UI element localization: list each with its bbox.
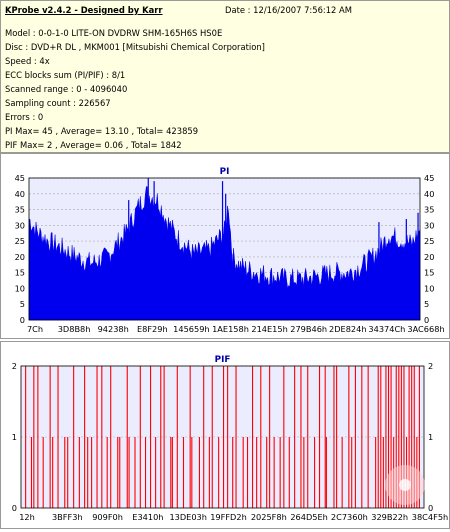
plot-frame [28, 177, 421, 321]
y-tick-left: 45 [15, 173, 25, 183]
pif-chart-panel: 0 0 1 1 2 2 12h 3BFF3h 909F0h E3410h 13DE03h 19FFD2… [0, 341, 450, 529]
x-tick: 909F0h [92, 512, 123, 522]
info-pi-stats: PI Max= 45 , Average= 13.10 , Total= 423… [5, 126, 199, 136]
x-tick: E3410h [132, 512, 163, 522]
info-ecc: ECC blocks sum (PI/PIF) : 8/1 [5, 70, 126, 80]
pif-chart: 0 0 1 1 2 2 12h 3BFF3h 909F0h E3410h 13DE03h 19FFD2… [12, 355, 448, 522]
x-tick: 34374Ch [368, 324, 405, 334]
y-tick-left: 35 [15, 205, 25, 215]
y-tick-left: 40 [15, 189, 25, 199]
pi-chart-panel: 0 0 5 5 10 10 15 15 20 20 25 25 30 30 35 35 40 40 45 45 7Ch 3… [0, 153, 450, 339]
y-tick-right: 40 [424, 189, 434, 199]
x-tick: 3BFF3h [52, 512, 83, 522]
pi-series-area [28, 186, 421, 321]
y-tick-left: 1 [12, 432, 17, 442]
y-tick-left: 30 [15, 220, 25, 230]
y-tick-right: 0 [428, 503, 433, 513]
x-tick: 38C4F5h [412, 512, 448, 522]
y-tick-right: 5 [424, 299, 429, 309]
y-tick-right: 2 [428, 361, 433, 371]
pi-chart: 0 0 5 5 10 10 15 15 20 20 25 25 30 30 35 35 40 40 45 45 7Ch 3… [15, 167, 445, 334]
plot-frame [20, 365, 425, 509]
info-pif-stats: PIF Max= 2 , Average= 0.06 , Total= 1842 [5, 140, 182, 150]
y-tick-right: 20 [424, 252, 434, 262]
chart-title: PI [220, 167, 230, 177]
x-tick: E8F29h [137, 324, 168, 334]
y-tick-left: 10 [15, 283, 25, 293]
y-tick-left: 0 [12, 503, 17, 513]
info-range: Scanned range : 0 - 4096040 [5, 84, 128, 94]
scan-date: Date : 12/16/2007 7:56:12 AM [225, 5, 352, 15]
x-tick: 94238h [98, 324, 129, 334]
x-tick: 12h [19, 512, 35, 522]
info-speed: Speed : 4x [5, 56, 50, 66]
y-tick-right: 35 [424, 205, 434, 215]
chart-title: PIF [215, 355, 231, 365]
y-tick-left: 2 [12, 361, 17, 371]
info-panel: KProbe v2.4.2 - Designed by Karr Date : … [0, 0, 450, 153]
x-tick: 3AC668h [407, 324, 444, 334]
y-tick-right: 0 [424, 315, 429, 325]
disc-logo-watermark [385, 465, 425, 505]
y-tick-right: 15 [424, 268, 434, 278]
info-errors: Errors : 0 [5, 112, 44, 122]
y-tick-left: 25 [15, 236, 25, 246]
x-tick: 1AE158h [212, 324, 249, 334]
x-tick: 19FFD2h [210, 512, 247, 522]
y-tick-right: 25 [424, 236, 434, 246]
y-tick-left: 5 [20, 299, 25, 309]
x-tick: 13DE03h [169, 512, 207, 522]
y-tick-left: 0 [20, 315, 25, 325]
info-model: Model : 0-0-1-0 LITE-ON DVDRW SHM-165H6S… [5, 28, 223, 38]
x-tick: 145659h [173, 324, 209, 334]
x-tick: 3D8B8h [58, 324, 91, 334]
y-tick-right: 1 [428, 432, 433, 442]
y-tick-left: 20 [15, 252, 25, 262]
y-tick-left: 15 [15, 268, 25, 278]
x-tick: 2DE824h [329, 324, 367, 334]
x-tick: 264D5Eh [290, 512, 328, 522]
info-sampling: Sampling count : 226567 [5, 98, 111, 108]
info-disc: Disc : DVD+R DL , MKM001 [Mitsubishi Che… [5, 42, 265, 52]
app-title: KProbe v2.4.2 - Designed by Karr [5, 5, 163, 15]
y-tick-right: 10 [424, 283, 434, 293]
x-tick: 214E15h [251, 324, 287, 334]
y-tick-right: 30 [424, 220, 434, 230]
x-tick: 7Ch [27, 324, 43, 334]
x-tick: 2025F8h [251, 512, 287, 522]
x-tick: 279B46h [290, 324, 327, 334]
x-tick: 329B22h [371, 512, 408, 522]
y-tick-right: 45 [424, 173, 434, 183]
x-tick: 2C7360h [331, 512, 368, 522]
